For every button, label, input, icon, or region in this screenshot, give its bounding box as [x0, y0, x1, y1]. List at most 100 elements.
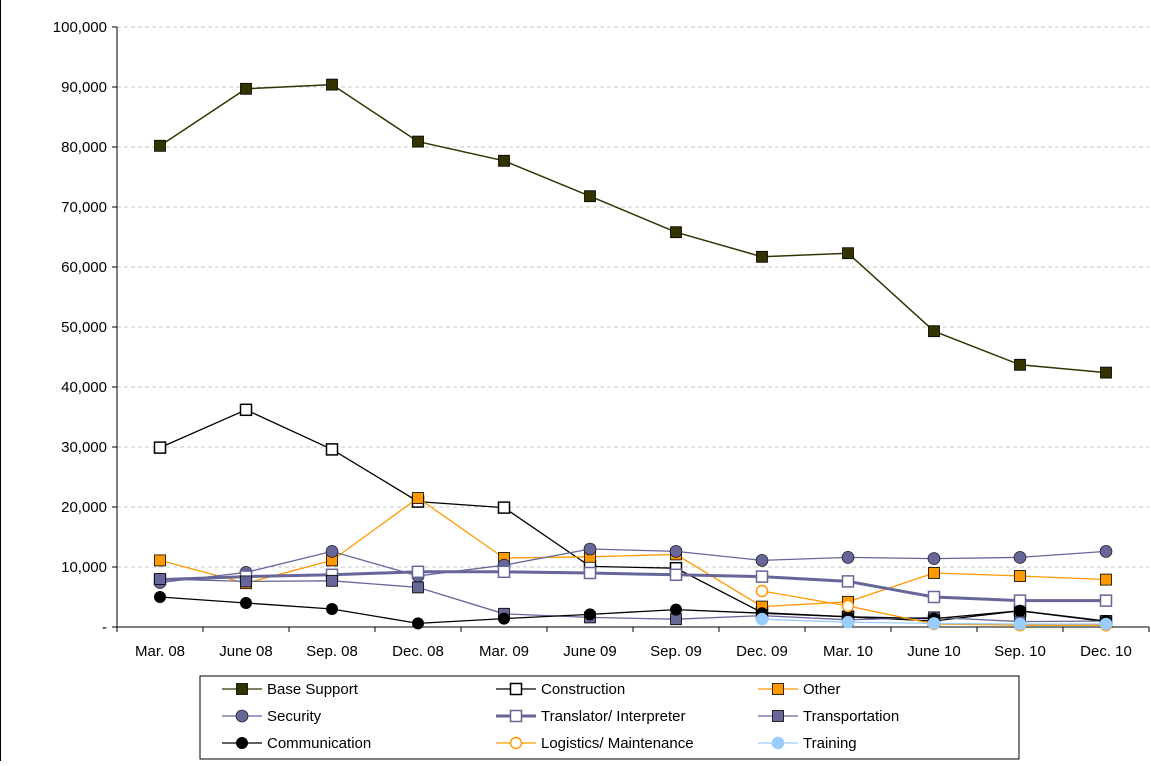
legend-label: Construction [541, 681, 625, 698]
data-point [240, 82, 252, 95]
data-point [1014, 358, 1026, 371]
y-tick-label: 90,000 [61, 79, 107, 96]
data-point [153, 441, 167, 454]
legend-label: Other [803, 681, 841, 698]
legend-item-communication: Communication [222, 735, 371, 752]
legend-item-logistics-maintenance: Logistics/ Maintenance [496, 735, 694, 752]
x-tick-label: Mar. 08 [135, 643, 185, 660]
series-construction [153, 403, 1113, 628]
x-tick-label: June 10 [907, 643, 960, 660]
data-point [927, 552, 941, 565]
x-tick-label: June 08 [219, 643, 272, 660]
legend-label: Training [803, 735, 857, 752]
data-point [584, 190, 596, 203]
data-point [1013, 551, 1027, 564]
series-line-other [159, 497, 1107, 608]
x-tick-label: Sep. 08 [306, 643, 358, 660]
y-tick-label: 50,000 [61, 319, 107, 336]
data-point [412, 492, 424, 504]
data-point [755, 612, 769, 626]
data-point [1100, 573, 1112, 586]
x-tick-label: Dec. 10 [1080, 643, 1132, 660]
legend-label: Base Support [267, 681, 359, 698]
data-point [927, 617, 941, 630]
series-transportation [154, 573, 1112, 628]
data-point [326, 574, 338, 587]
data-point [498, 154, 510, 167]
gridlines [117, 26, 1149, 568]
data-point [154, 139, 166, 152]
series-security [153, 542, 1113, 589]
series-other [154, 492, 1112, 613]
legend-marker [509, 709, 523, 723]
data-point [928, 567, 940, 579]
data-point [326, 78, 338, 91]
data-point [841, 599, 855, 613]
legend-item-translator-interpreter: Translator/ Interpreter [496, 708, 686, 725]
data-point [928, 325, 940, 338]
data-point [1014, 570, 1026, 582]
legend-item-security: Security [222, 708, 322, 725]
data-point [842, 247, 854, 260]
data-point [412, 617, 424, 630]
y-tick-label: 100,000 [53, 19, 107, 36]
data-point [411, 565, 425, 579]
data-point [1014, 604, 1026, 617]
data-point [326, 603, 338, 615]
series-line-construction [159, 409, 1107, 623]
legend: Base Support Construction Other Security Tra… [199, 675, 1020, 760]
data-point [670, 603, 682, 616]
data-point [1099, 545, 1113, 558]
data-point [583, 542, 597, 556]
y-tick-label: - [102, 619, 107, 636]
series-line-translator-interpreter [159, 570, 1106, 603]
x-tick-label: Dec. 09 [736, 643, 788, 660]
y-tick-label: 20,000 [61, 499, 107, 516]
data-point [669, 568, 683, 582]
data-point [498, 612, 510, 625]
x-tick-label: Sep. 10 [994, 643, 1046, 660]
data-point [154, 573, 166, 585]
axes: - 10,000 20,000 30,000 40,000 50,000 60,000 70,… [53, 19, 1150, 660]
data-point [841, 615, 855, 629]
legend-item-training: Training [758, 735, 857, 752]
x-tick-label: Mar. 10 [823, 643, 873, 660]
series-base-support [154, 78, 1112, 379]
data-point [325, 443, 339, 456]
series-line-base-support [159, 83, 1107, 374]
series-line-communication [159, 596, 1107, 625]
data-point [497, 501, 511, 514]
legend-label: Communication [267, 735, 371, 752]
x-tick-label: Dec. 08 [392, 643, 444, 660]
legend-marker [771, 736, 785, 750]
legend-marker [772, 710, 784, 722]
y-tick-label: 30,000 [61, 439, 107, 456]
data-point [325, 545, 339, 558]
series-line-transportation [159, 578, 1107, 623]
series-training [755, 612, 1113, 631]
y-tick-label: 40,000 [61, 379, 107, 396]
data-point [756, 250, 768, 263]
legend-marker [236, 737, 248, 749]
data-point [1013, 617, 1027, 631]
y-tick-label: 70,000 [61, 199, 107, 216]
series-line-security [159, 548, 1107, 584]
data-point [1013, 594, 1027, 607]
data-point [669, 545, 683, 558]
legend-marker [509, 682, 523, 696]
data-point [412, 135, 424, 148]
data-point [412, 581, 424, 594]
data-point [1100, 366, 1112, 379]
data-point [239, 403, 253, 417]
data-point [841, 551, 855, 564]
legend-marker [772, 683, 784, 695]
series-translator-interpreter [153, 565, 1113, 607]
data-point [584, 608, 596, 621]
data-point [927, 590, 941, 604]
y-tick-label: 60,000 [61, 259, 107, 276]
data-point [154, 591, 166, 603]
x-tick-label: Mar. 09 [479, 643, 529, 660]
data-point [240, 575, 252, 588]
